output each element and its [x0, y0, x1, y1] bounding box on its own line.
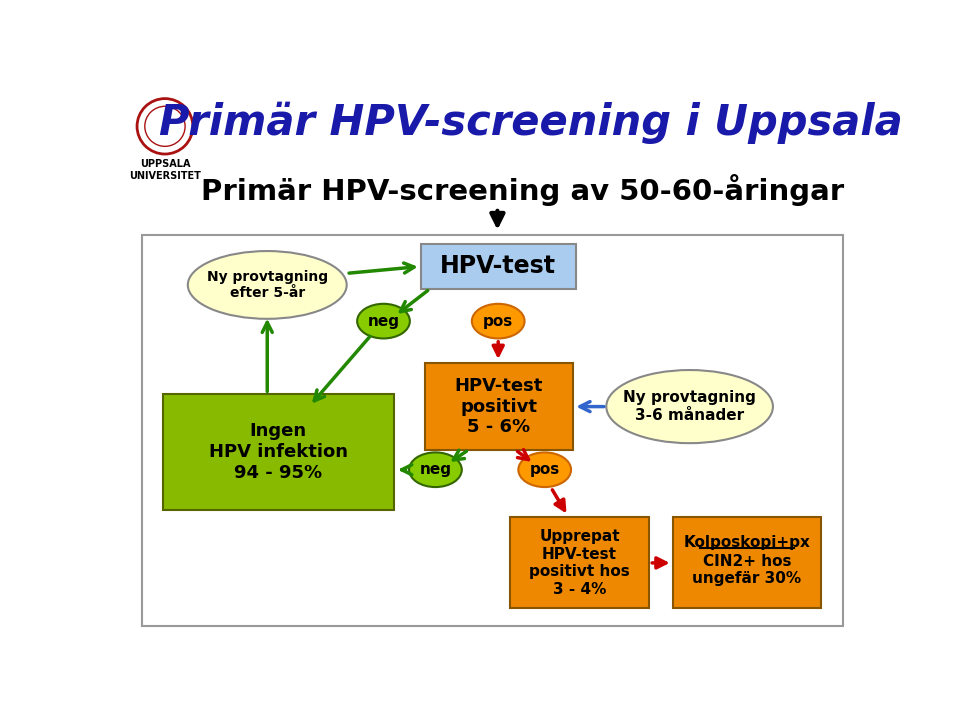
Ellipse shape: [188, 251, 347, 319]
Text: pos: pos: [530, 462, 560, 477]
Text: Primär HPV-screening i Uppsala: Primär HPV-screening i Uppsala: [158, 102, 902, 145]
FancyBboxPatch shape: [510, 518, 649, 608]
Ellipse shape: [357, 304, 410, 339]
Text: Ny provtagning
efter 5-år: Ny provtagning efter 5-år: [206, 270, 327, 300]
FancyBboxPatch shape: [162, 394, 394, 510]
Text: pos: pos: [483, 313, 514, 329]
Text: Upprepat
HPV-test
positivt hos
3 - 4%: Upprepat HPV-test positivt hos 3 - 4%: [529, 529, 630, 597]
Text: neg: neg: [368, 313, 399, 329]
Ellipse shape: [472, 304, 524, 339]
Text: HPV-test
positivt
5 - 6%: HPV-test positivt 5 - 6%: [455, 377, 543, 436]
Text: Primär HPV-screening av 50-60-åringar: Primär HPV-screening av 50-60-åringar: [202, 174, 845, 206]
FancyBboxPatch shape: [673, 518, 822, 608]
Ellipse shape: [409, 452, 462, 487]
Ellipse shape: [518, 452, 571, 487]
Text: CIN2+ hos
ungefär 30%: CIN2+ hos ungefär 30%: [692, 554, 802, 586]
Text: Kolposkopi+px: Kolposkopi+px: [684, 535, 810, 549]
Ellipse shape: [607, 370, 773, 443]
Text: Ny provtagning
3-6 månader: Ny provtagning 3-6 månader: [623, 390, 756, 423]
FancyBboxPatch shape: [420, 244, 576, 289]
Text: UPPSALA
UNIVERSITET: UPPSALA UNIVERSITET: [129, 160, 201, 181]
Text: neg: neg: [420, 462, 451, 477]
FancyBboxPatch shape: [142, 235, 843, 626]
Text: HPV-test: HPV-test: [441, 255, 556, 278]
Text: Ingen
HPV infektion
94 - 95%: Ingen HPV infektion 94 - 95%: [208, 422, 348, 482]
FancyBboxPatch shape: [424, 364, 573, 449]
